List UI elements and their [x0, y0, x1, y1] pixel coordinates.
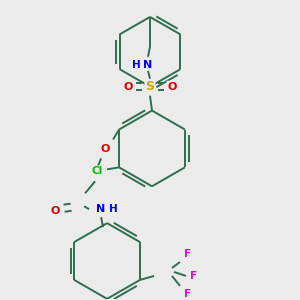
Text: H: H: [109, 204, 118, 214]
Text: H: H: [132, 60, 140, 70]
Text: Cl: Cl: [92, 166, 103, 176]
Text: N: N: [97, 204, 106, 214]
Text: F: F: [184, 249, 192, 259]
Text: N: N: [143, 60, 153, 70]
Text: F: F: [184, 289, 192, 299]
Text: F: F: [190, 271, 198, 281]
Text: O: O: [100, 144, 110, 154]
Text: O: O: [167, 82, 177, 92]
Text: S: S: [146, 80, 154, 93]
Text: O: O: [123, 82, 133, 92]
Text: O: O: [50, 206, 60, 216]
